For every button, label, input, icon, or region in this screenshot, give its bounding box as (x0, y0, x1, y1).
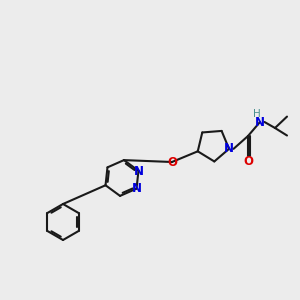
Text: O: O (167, 155, 177, 169)
Text: H: H (253, 109, 261, 118)
Text: N: N (255, 116, 265, 128)
Text: O: O (243, 155, 253, 168)
Text: N: N (224, 142, 234, 155)
Text: N: N (132, 182, 142, 195)
Text: N: N (134, 165, 144, 178)
